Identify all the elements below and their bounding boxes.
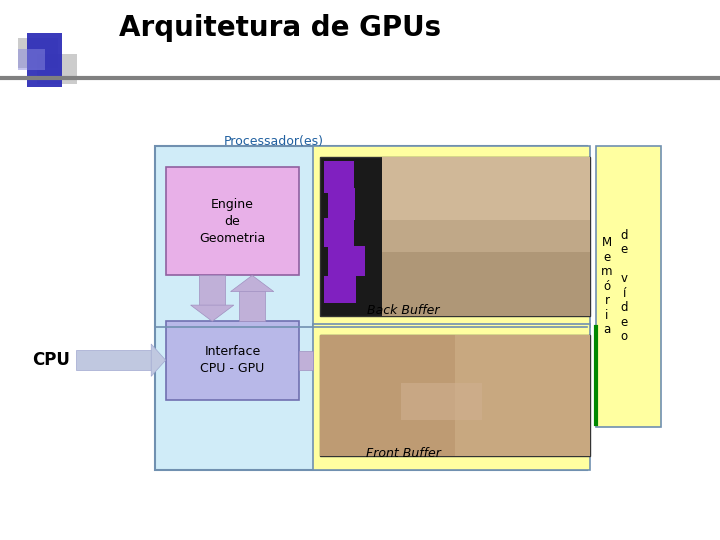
Bar xyxy=(239,289,265,321)
Bar xyxy=(382,157,590,316)
Text: M
e
m
ó
r
i
a: M e m ó r i a xyxy=(601,236,613,336)
Bar xyxy=(402,383,482,420)
Bar xyxy=(596,146,661,427)
Text: Interface
CPU - GPU: Interface CPU - GPU xyxy=(200,345,265,375)
Bar xyxy=(382,252,590,316)
Bar xyxy=(166,167,299,275)
Bar xyxy=(18,38,58,68)
Bar xyxy=(299,351,313,370)
Polygon shape xyxy=(151,344,166,376)
Bar xyxy=(328,246,365,276)
Text: CPU: CPU xyxy=(32,351,71,369)
Bar xyxy=(27,33,62,87)
Bar xyxy=(324,218,354,247)
Bar xyxy=(324,161,354,193)
Bar xyxy=(320,335,590,456)
Bar xyxy=(328,188,355,220)
Bar xyxy=(166,321,299,400)
Bar xyxy=(313,146,590,327)
Bar xyxy=(155,146,587,470)
Polygon shape xyxy=(191,305,234,321)
Text: Processador(es): Processador(es) xyxy=(224,136,323,148)
Bar xyxy=(320,335,590,456)
Polygon shape xyxy=(230,275,274,292)
Text: Front Buffer: Front Buffer xyxy=(366,447,441,460)
Bar xyxy=(320,157,590,316)
Text: d
e
 
v
í
d
e
o: d e v í d e o xyxy=(621,229,628,343)
Text: Back Buffer: Back Buffer xyxy=(367,304,439,317)
Bar xyxy=(18,49,45,70)
Bar xyxy=(320,335,455,456)
Bar xyxy=(313,324,590,470)
Bar xyxy=(76,350,153,370)
Bar xyxy=(382,157,590,220)
Bar xyxy=(324,276,356,303)
Bar xyxy=(37,54,77,84)
Text: Engine
de
Geometria: Engine de Geometria xyxy=(199,198,266,245)
Bar xyxy=(199,275,225,308)
Text: Arquitetura de GPUs: Arquitetura de GPUs xyxy=(119,14,441,42)
